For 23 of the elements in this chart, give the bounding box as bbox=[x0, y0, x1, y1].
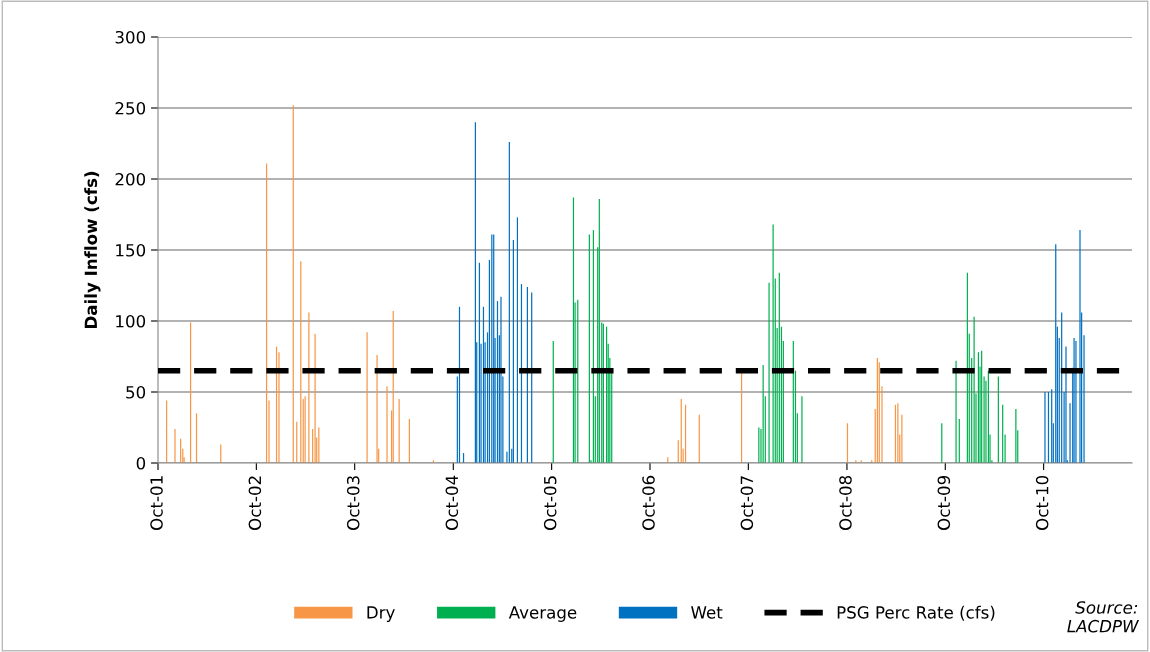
y-tick-label: 0 bbox=[136, 456, 146, 470]
x-tick-label: Oct-07 bbox=[740, 476, 754, 530]
source-note: Source: LACDPW bbox=[1067, 601, 1140, 633]
x-tick-label: Oct-09 bbox=[937, 475, 951, 530]
x-tick-label: Oct-06 bbox=[642, 475, 655, 530]
x-tick-label: Oct-03 bbox=[346, 476, 360, 530]
legend-label: Wet bbox=[691, 606, 723, 619]
y-tick-label: 200 bbox=[115, 172, 146, 186]
x-tick-label: Oct-01 bbox=[150, 476, 163, 530]
y-tick-label: 150 bbox=[116, 243, 146, 257]
x-tick-label: Oct-02 bbox=[248, 476, 262, 530]
y-tick-label: 300 bbox=[115, 30, 146, 44]
x-tick-label: Oct-08 bbox=[839, 475, 852, 530]
y-tick-label: 100 bbox=[116, 314, 146, 328]
legend-label: Average bbox=[508, 606, 577, 622]
y-tick-label: 50 bbox=[126, 385, 146, 399]
y-tick-label: 250 bbox=[115, 101, 146, 115]
y-axis-title: Daily Inflow (cfs) bbox=[84, 171, 101, 329]
x-tick-label: Oct-04 bbox=[445, 475, 459, 530]
x-tick-label: Oct-05 bbox=[543, 476, 557, 530]
legend-label: PSG Perc Rate (cfs) bbox=[837, 605, 995, 621]
x-tick-label: Oct-10 bbox=[1035, 475, 1049, 530]
legend-label: Dry bbox=[367, 606, 395, 622]
